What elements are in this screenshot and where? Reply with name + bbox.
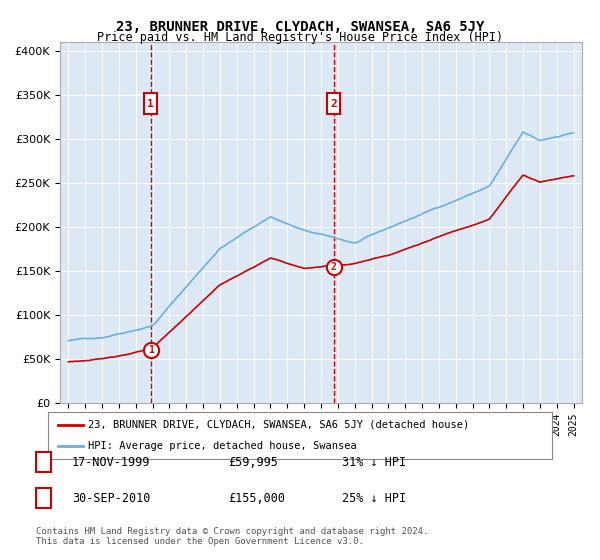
- Point: [329, 262, 338, 271]
- Text: 2: 2: [331, 262, 337, 272]
- Text: 30-SEP-2010: 30-SEP-2010: [72, 492, 151, 505]
- Text: HPI: Average price, detached house, Swansea: HPI: Average price, detached house, Swan…: [88, 441, 357, 451]
- Text: £155,000: £155,000: [228, 492, 285, 505]
- Text: 17-NOV-1999: 17-NOV-1999: [72, 455, 151, 469]
- Text: 23, BRUNNER DRIVE, CLYDACH, SWANSEA, SA6 5JY: 23, BRUNNER DRIVE, CLYDACH, SWANSEA, SA6…: [116, 20, 484, 34]
- Text: 1: 1: [147, 99, 154, 109]
- Text: £59,995: £59,995: [228, 455, 278, 469]
- Text: Price paid vs. HM Land Registry's House Price Index (HPI): Price paid vs. HM Land Registry's House …: [97, 31, 503, 44]
- Point: [146, 346, 155, 355]
- FancyBboxPatch shape: [327, 93, 340, 114]
- Text: 1: 1: [148, 346, 154, 356]
- Text: 23, BRUNNER DRIVE, CLYDACH, SWANSEA, SA6 5JY (detached house): 23, BRUNNER DRIVE, CLYDACH, SWANSEA, SA6…: [88, 420, 470, 430]
- Text: 2: 2: [40, 493, 47, 503]
- Text: 25% ↓ HPI: 25% ↓ HPI: [342, 492, 406, 505]
- Text: 1: 1: [40, 457, 47, 467]
- FancyBboxPatch shape: [144, 93, 157, 114]
- Text: Contains HM Land Registry data © Crown copyright and database right 2024.
This d: Contains HM Land Registry data © Crown c…: [36, 526, 428, 546]
- Text: 2: 2: [330, 99, 337, 109]
- Text: 31% ↓ HPI: 31% ↓ HPI: [342, 455, 406, 469]
